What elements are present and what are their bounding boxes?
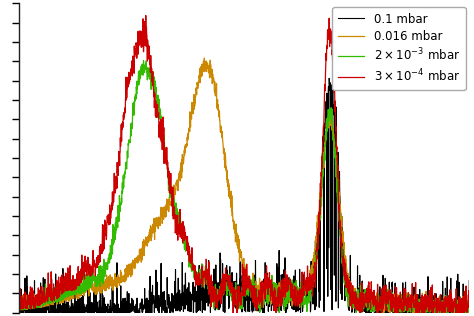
$2 \times 10^{-3}$ mbar: [141, 59, 146, 63]
$3 \times 10^{-4}$ mbar: [235, 307, 241, 310]
0.1 mbar: [17, 311, 22, 315]
0.016 mbar: [465, 311, 471, 315]
Line: 0.016 mbar: 0.016 mbar: [19, 58, 469, 313]
0.1 mbar: [223, 289, 229, 292]
0.016 mbar: [453, 305, 459, 309]
0.1 mbar: [16, 301, 22, 305]
$3 \times 10^{-4}$ mbar: [223, 273, 229, 276]
0.016 mbar: [466, 310, 472, 313]
0.1 mbar: [466, 279, 472, 283]
0.1 mbar: [454, 306, 459, 310]
0.1 mbar: [371, 309, 377, 313]
Line: 0.1 mbar: 0.1 mbar: [19, 78, 469, 313]
$3 \times 10^{-4}$ mbar: [143, 14, 149, 17]
$2 \times 10^{-3}$ mbar: [235, 303, 241, 307]
0.1 mbar: [235, 283, 241, 287]
0.016 mbar: [39, 299, 45, 302]
$3 \times 10^{-4}$ mbar: [375, 315, 381, 316]
$3 \times 10^{-4}$ mbar: [454, 309, 459, 313]
$2 \times 10^{-3}$ mbar: [16, 308, 22, 312]
0.016 mbar: [201, 56, 207, 60]
$3 \times 10^{-4}$ mbar: [39, 293, 45, 297]
$3 \times 10^{-4}$ mbar: [466, 295, 472, 299]
$2 \times 10^{-3}$ mbar: [392, 313, 398, 316]
$2 \times 10^{-3}$ mbar: [371, 305, 376, 309]
0.016 mbar: [223, 165, 229, 169]
$2 \times 10^{-3}$ mbar: [466, 308, 472, 312]
0.016 mbar: [16, 299, 22, 303]
$2 \times 10^{-3}$ mbar: [454, 306, 459, 309]
0.1 mbar: [39, 306, 45, 310]
0.016 mbar: [454, 308, 459, 312]
0.1 mbar: [326, 76, 332, 80]
$3 \times 10^{-4}$ mbar: [371, 302, 376, 306]
$2 \times 10^{-3}$ mbar: [223, 282, 229, 285]
Line: $2 \times 10^{-3}$ mbar: $2 \times 10^{-3}$ mbar: [19, 61, 469, 314]
0.016 mbar: [371, 292, 376, 296]
$2 \times 10^{-3}$ mbar: [454, 303, 459, 307]
0.1 mbar: [454, 302, 459, 306]
Line: $3 \times 10^{-4}$ mbar: $3 \times 10^{-4}$ mbar: [19, 15, 469, 316]
0.016 mbar: [235, 239, 241, 243]
$2 \times 10^{-3}$ mbar: [39, 295, 45, 299]
$3 \times 10^{-4}$ mbar: [16, 306, 22, 309]
$3 \times 10^{-4}$ mbar: [454, 312, 459, 315]
Legend: 0.1 mbar, 0.016 mbar, $2 \times 10^{-3}$ mbar, $3 \times 10^{-4}$ mbar: 0.1 mbar, 0.016 mbar, $2 \times 10^{-3}$…: [332, 7, 466, 90]
